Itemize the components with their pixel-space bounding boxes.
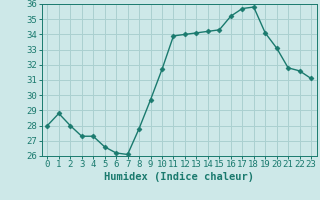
X-axis label: Humidex (Indice chaleur): Humidex (Indice chaleur) [104,172,254,182]
